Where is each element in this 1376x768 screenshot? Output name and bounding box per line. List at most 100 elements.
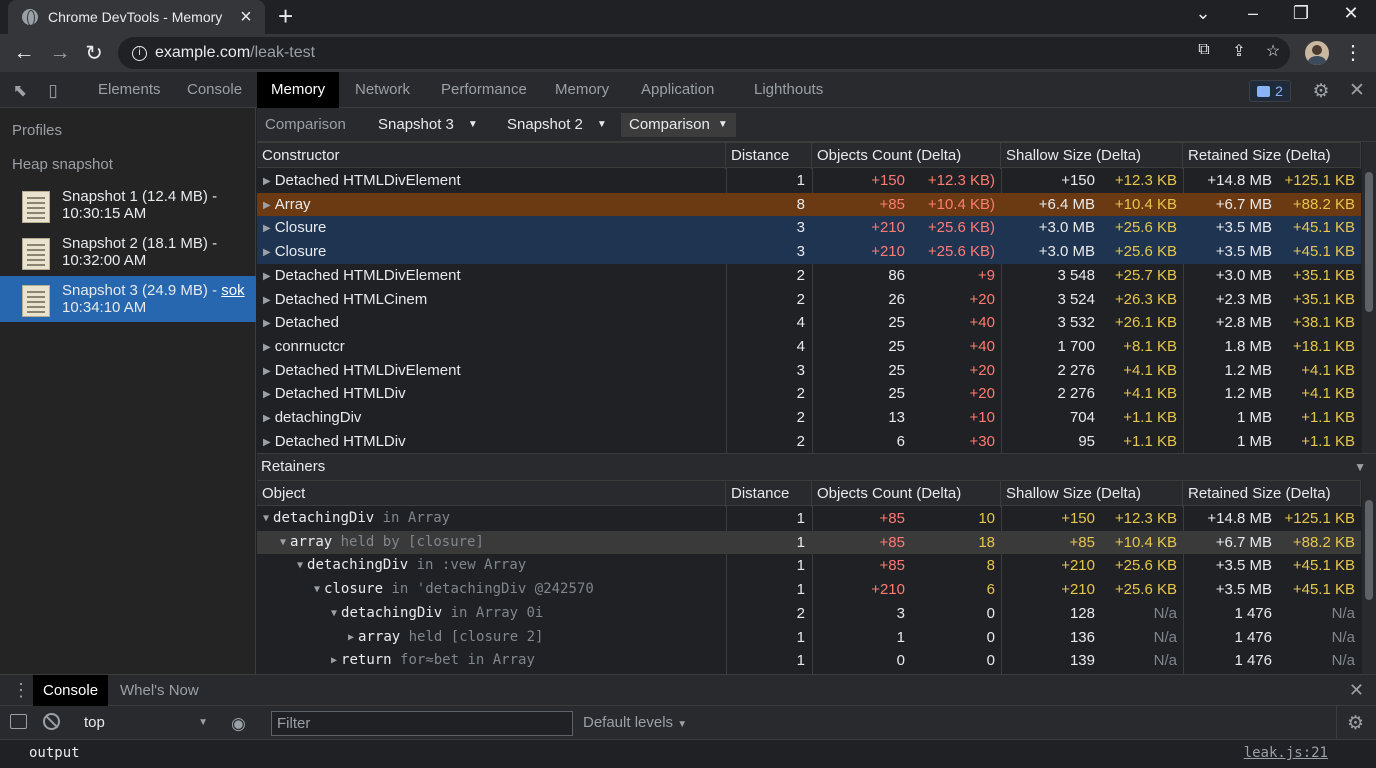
bookmark-star-icon[interactable]: ☆ — [1265, 43, 1281, 60]
console-filter-input[interactable] — [271, 711, 573, 736]
expand-triangle-icon[interactable]: ▶ — [263, 436, 271, 448]
expand-triangle-icon[interactable]: ▶ — [263, 199, 271, 211]
devtools-tab-memory[interactable]: Memory — [257, 72, 340, 108]
site-info-icon[interactable]: i — [132, 45, 147, 61]
table-row[interactable]: ▶ Closure 3 +210 +25.6 KB) +3.0 MB +25.6 KB +3.… — [257, 240, 1361, 264]
close-devtools-icon[interactable]: ✕ — [1349, 80, 1365, 101]
view-selector[interactable]: Comparison — [265, 116, 346, 133]
expand-triangle-icon[interactable]: ▶ — [331, 655, 338, 667]
context-select[interactable]: top ▼ — [76, 711, 212, 735]
collapse-triangle-icon[interactable]: ▼ — [263, 513, 270, 524]
omnibox[interactable]: i example.com/leak-test — [118, 37, 1290, 69]
column-header-object[interactable]: Object — [257, 481, 726, 507]
column-header-objects[interactable]: Objects Count (Delta) — [812, 481, 1001, 507]
collapse-triangle-icon[interactable]: ▼ — [331, 607, 338, 619]
drawer-tab-console[interactable]: Console — [33, 675, 109, 706]
table-row[interactable]: ▶ Closure 3 +210 +25.6 KB) +3.0 MB +25.6 KB +3.… — [257, 216, 1361, 241]
devtools-tab-memory[interactable]: Memory — [555, 81, 610, 98]
retainers-section-header[interactable]: Retainers ▼ — [257, 453, 1376, 480]
retainers-scrollbar[interactable] — [1362, 480, 1376, 674]
browser-tab[interactable]: Chrome DevTools - Memory × — [8, 0, 265, 34]
table-row[interactable]: ▶ Detached HTMLDiv 2 25 +20 2 276 +4.1 KB 1.2 M… — [257, 382, 1361, 406]
close-window-icon[interactable]: ✕ — [1343, 3, 1359, 23]
snapshot-item[interactable]: Snapshot 2 (18.1 MB) -10:32:00 AM — [0, 229, 256, 275]
minimize-icon[interactable]: – — [1247, 3, 1258, 23]
table-row[interactable]: ▶ Detached HTMLCinem 2 26 +20 3 524 +26.3 KB +2… — [257, 288, 1361, 312]
console-settings-gear-icon[interactable]: ⚙ — [1347, 713, 1365, 734]
column-header-retained[interactable]: Retained Size (Delta) — [1183, 143, 1361, 169]
expand-triangle-icon[interactable]: ▶ — [348, 631, 355, 643]
retainer-row[interactable]: ▼ closure in 'detachingDiv @242570 1 +210 6 +… — [257, 578, 1361, 602]
table-row[interactable]: ▶ detachingDiv 2 13 +10 704 +1.1 KB 1 MB +1.1 KB — [257, 406, 1361, 430]
expand-triangle-icon[interactable]: ▶ — [263, 247, 271, 259]
table-row[interactable]: ▶ Detached HTMLDivElement 2 86 +9 3 548 +25.7 … — [257, 264, 1361, 288]
forward-icon[interactable]: → — [49, 41, 71, 64]
retainer-row[interactable]: ▼ array held by [closure] 1 +85 18 +85 +10.4 K… — [257, 530, 1361, 555]
table-row[interactable]: ▶ conrnuctcr 4 25 +40 1 700 +8.1 KB 1.8 MB +18.1… — [257, 335, 1361, 359]
devtools-tab-elements[interactable]: Elements — [98, 81, 161, 98]
scrollbar-thumb[interactable] — [1365, 172, 1373, 312]
drawer-menu-icon[interactable]: ⋮ — [12, 680, 30, 700]
snapshot-item[interactable]: Snapshot 3 (24.9 MB) - sok 10:34:10 AM — [0, 276, 256, 322]
table-row[interactable]: ▶ Detached HTMLDivElement 1 +150 +12.3 KB) +1… — [257, 169, 1361, 193]
clear-console-icon[interactable] — [43, 713, 60, 730]
constructors-scrollbar[interactable] — [1362, 142, 1376, 453]
table-row[interactable]: ▶ Detached 4 25 +40 3 532 +26.1 KB +2.8 MB +38.1… — [257, 311, 1361, 335]
translate-icon[interactable]: ⧉ — [1198, 41, 1210, 58]
expand-triangle-icon[interactable]: ▶ — [263, 365, 271, 377]
column-header-retained[interactable]: Retained Size (Delta) — [1183, 481, 1361, 507]
collapse-triangle-icon[interactable]: ▼ — [297, 560, 304, 572]
column-header-distance[interactable]: Distance — [726, 143, 812, 169]
browser-menu-icon[interactable]: ⋮ — [1343, 42, 1363, 64]
comparison-mode-select[interactable]: Comparison ▼ — [621, 113, 736, 137]
restore-icon[interactable]: ❐ — [1292, 3, 1310, 23]
snapshot-b-select[interactable]: Snapshot 2 ▼ — [499, 113, 615, 137]
column-header-objects[interactable]: Objects Count (Delta) — [812, 143, 1001, 169]
device-toolbar-icon[interactable]: ▯ — [48, 81, 58, 100]
column-header-shallow[interactable]: Shallow Size (Delta) — [1001, 481, 1183, 507]
sidebar-toggle-icon[interactable] — [10, 714, 27, 729]
devtools-tab-console[interactable]: Console — [187, 81, 243, 98]
snapshot-a-select[interactable]: Snapshot 3 ▼ — [370, 113, 486, 137]
table-row[interactable]: ▶ Detached HTMLDiv 2 6 +30 95 +1.1 KB 1 MB +1.1 … — [257, 430, 1361, 454]
drawer-tab-whats-new[interactable]: Whel's Now — [120, 682, 199, 699]
collapse-caret-icon[interactable]: ▼ — [1354, 460, 1366, 474]
console-source-link[interactable]: leak.js:21 — [1243, 745, 1328, 761]
close-drawer-icon[interactable]: ✕ — [1348, 680, 1364, 700]
retainer-row[interactable]: ▼ detachingDiv in Array 1 +85 10 +150 +12.3 KB… — [257, 507, 1361, 531]
devtools-tab-lighthouts[interactable]: Lighthouts — [754, 81, 824, 98]
column-header-shallow[interactable]: Shallow Size (Delta) — [1001, 143, 1183, 169]
expand-triangle-icon[interactable]: ▶ — [263, 270, 271, 282]
expand-triangle-icon[interactable]: ▶ — [263, 176, 271, 187]
snapshot-item[interactable]: Snapshot 1 (12.4 MB) -10:30:15 AM — [0, 182, 256, 228]
column-header-constructor[interactable]: Constructor — [257, 143, 726, 169]
eye-icon[interactable]: ◉ — [231, 714, 246, 733]
expand-triangle-icon[interactable]: ▶ — [263, 223, 271, 235]
retainer-row[interactable]: ▼ detachingDiv in :vew Array 1 +85 8 +210 +25.… — [257, 554, 1361, 578]
table-row[interactable]: ▶ Array 8 +85 +10.4 KB) +6.4 MB +10.4 KB +6.7 M… — [257, 192, 1361, 217]
tab-close-icon[interactable]: × — [240, 5, 252, 28]
expand-triangle-icon[interactable]: ▶ — [263, 389, 271, 401]
collapse-triangle-icon[interactable]: ▼ — [314, 584, 321, 596]
devtools-tab-network[interactable]: Network — [355, 81, 411, 98]
retainer-row[interactable]: ▶ array held [closure 2] 1 1 0 136 N/a 1 476 N/a — [257, 626, 1361, 650]
reload-icon[interactable]: ↻ — [85, 42, 103, 65]
retainer-row[interactable]: ▶ return for≈bet in Array 1 0 0 139 N/a 1 476 N/… — [257, 649, 1361, 673]
messages-badge[interactable]: 2 — [1249, 80, 1291, 102]
devtools-tab-performance[interactable]: Performance — [441, 81, 527, 98]
devtools-tab-application[interactable]: Application — [641, 81, 715, 98]
snapshot-link[interactable]: sok — [221, 282, 245, 299]
tab-search-icon[interactable]: ⌄ — [1195, 3, 1211, 23]
expand-triangle-icon[interactable]: ▶ — [263, 341, 271, 353]
table-row[interactable]: ▶ Detached HTMLDivElement 3 25 +20 2 276 +4.1 … — [257, 359, 1361, 383]
expand-triangle-icon[interactable]: ▶ — [263, 318, 271, 330]
retainer-row[interactable]: ▼ detachingDiv in Array 0i 2 3 0 128 N/a 1 476 N… — [257, 602, 1361, 626]
new-tab-icon[interactable]: + — [278, 1, 294, 31]
scrollbar-thumb[interactable] — [1365, 500, 1373, 600]
log-levels-select[interactable]: Default levels ▼ — [583, 714, 687, 731]
back-icon[interactable]: ← — [13, 41, 35, 64]
avatar[interactable] — [1305, 41, 1329, 65]
expand-triangle-icon[interactable]: ▶ — [263, 413, 271, 424]
share-icon[interactable]: ⇪ — [1232, 43, 1246, 60]
collapse-triangle-icon[interactable]: ▼ — [280, 536, 287, 548]
